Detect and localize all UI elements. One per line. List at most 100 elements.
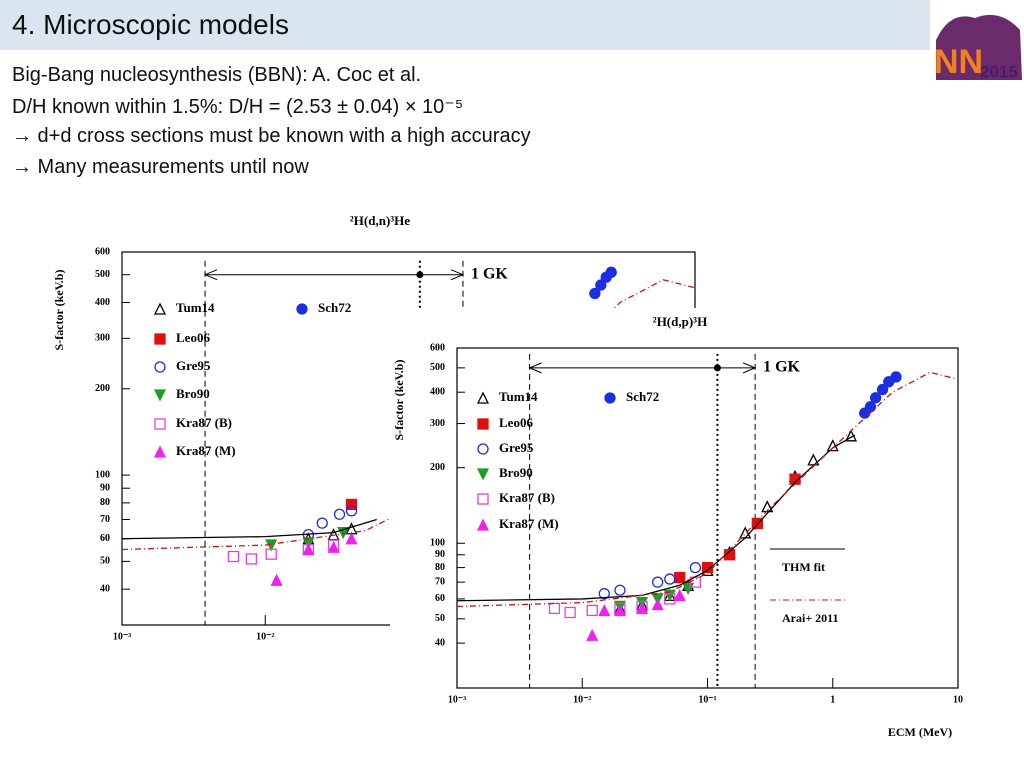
annotation-text: 1 GK (471, 265, 508, 282)
legend-marker (476, 468, 490, 481)
legend-label: Kra87 (B) (499, 490, 555, 505)
data-point (613, 603, 627, 617)
y-tick-label: 70 (100, 514, 110, 525)
data-point (548, 602, 561, 615)
data-point (598, 603, 611, 617)
legend-label: Tum14 (499, 389, 538, 404)
legend-marker (604, 392, 616, 404)
legend-label: Bro90 (499, 465, 533, 480)
legend-marker (477, 443, 489, 455)
fit-line (121, 518, 377, 540)
data-point (345, 505, 358, 517)
bullet: Big-Bang nucleosynthesis (BBN): A. Coc e… (12, 64, 422, 86)
y-tick-label: 40 (435, 637, 445, 648)
legend-label: Kra87 (B) (176, 415, 232, 430)
data-point (589, 287, 601, 300)
data-point (227, 550, 240, 563)
fit-line (456, 434, 856, 602)
legend-label: THM fit (782, 560, 825, 574)
y-tick-label: 60 (100, 533, 110, 544)
data-point (869, 392, 882, 404)
legend-label: Arai+ 2011 (782, 611, 839, 625)
data-point (265, 548, 277, 560)
legend-marker (477, 493, 489, 505)
y-axis-label: S-factor (keV.b) (392, 360, 406, 441)
y-tick-label: 500 (430, 362, 445, 373)
legend-marker (476, 391, 490, 404)
x-tick-label: 10⁻¹ (698, 694, 716, 705)
legend-marker (153, 389, 167, 402)
y-tick-label: 600 (430, 342, 445, 353)
data-point (327, 540, 340, 553)
arrow-head (528, 362, 757, 374)
y-tick-label: 400 (430, 386, 445, 397)
data-point (651, 598, 664, 611)
chart-background (390, 308, 968, 748)
legend-label: Bro90 (176, 386, 210, 401)
legend-marker (154, 418, 166, 430)
x-tick-label: 10⁻³ (448, 694, 466, 705)
data-point (761, 500, 774, 513)
chart-title: ²H(d,p)³H (653, 314, 707, 329)
data-point (595, 279, 607, 291)
y-tick-label: 90 (435, 549, 445, 560)
legend-label: Tum14 (176, 300, 215, 315)
y-tick-label: 70 (435, 576, 445, 587)
x-tick-label: 10⁻² (573, 694, 591, 705)
legend-label: Leo06 (176, 330, 210, 345)
chart: ²H(d,p)³H S-factor (keV.b) ECM (MeV) 40 50 60… (390, 308, 968, 748)
data-point (345, 498, 358, 511)
data-point (751, 517, 763, 530)
slide-title: 4. Microscopic models (12, 9, 289, 40)
legend-label: Sch72 (318, 300, 351, 315)
data-point (689, 561, 702, 574)
y-tick-label: 40 (100, 583, 110, 594)
data-point (674, 571, 686, 584)
data-point (333, 508, 346, 520)
data-point (673, 588, 686, 602)
data-point (876, 383, 889, 396)
y-tick-label: 200 (430, 462, 445, 473)
y-tick-label: 60 (435, 593, 445, 604)
data-point (635, 601, 649, 615)
range-point (416, 271, 424, 279)
x-tick-label: 10⁻³ (113, 631, 131, 642)
y-tick-label: 500 (95, 269, 110, 280)
bullet: → Many measurements until now (12, 156, 309, 178)
bullet: D/H known within 1.5%: D/H = (2.53 ± 0.0… (12, 96, 464, 118)
y-tick-label: 100 (430, 538, 445, 549)
data-point (826, 439, 839, 452)
legend-label: Gre95 (176, 358, 211, 373)
data-point (864, 401, 877, 413)
data-point (586, 628, 599, 641)
legend-label: Kra87 (M) (499, 516, 559, 531)
data-point (664, 573, 676, 585)
y-tick-label: 200 (95, 383, 110, 394)
y-tick-label: 80 (435, 562, 445, 573)
legend-marker (477, 418, 489, 430)
data-point (598, 587, 610, 600)
data-point (270, 573, 283, 586)
y-tick-label: 300 (95, 333, 110, 344)
y-tick-label: 100 (95, 469, 110, 480)
arrow-head (203, 269, 465, 281)
legend-marker (153, 302, 167, 315)
y-tick-label: 80 (100, 497, 110, 508)
data-point (890, 371, 902, 383)
data-point (302, 537, 315, 550)
data-point (345, 532, 358, 545)
y-tick-label: 90 (100, 483, 110, 494)
x-tick-label: 10 (953, 694, 963, 705)
data-point (652, 576, 664, 588)
y-tick-label: 50 (100, 556, 110, 567)
y-tick-label: 50 (435, 613, 445, 624)
header-band (0, 0, 930, 50)
legend-marker (154, 333, 166, 345)
y-tick-label: 600 (95, 246, 110, 257)
data-point (316, 517, 328, 529)
x-tick-label: 1 (830, 694, 835, 705)
data-point (245, 553, 258, 565)
data-point (586, 604, 598, 617)
